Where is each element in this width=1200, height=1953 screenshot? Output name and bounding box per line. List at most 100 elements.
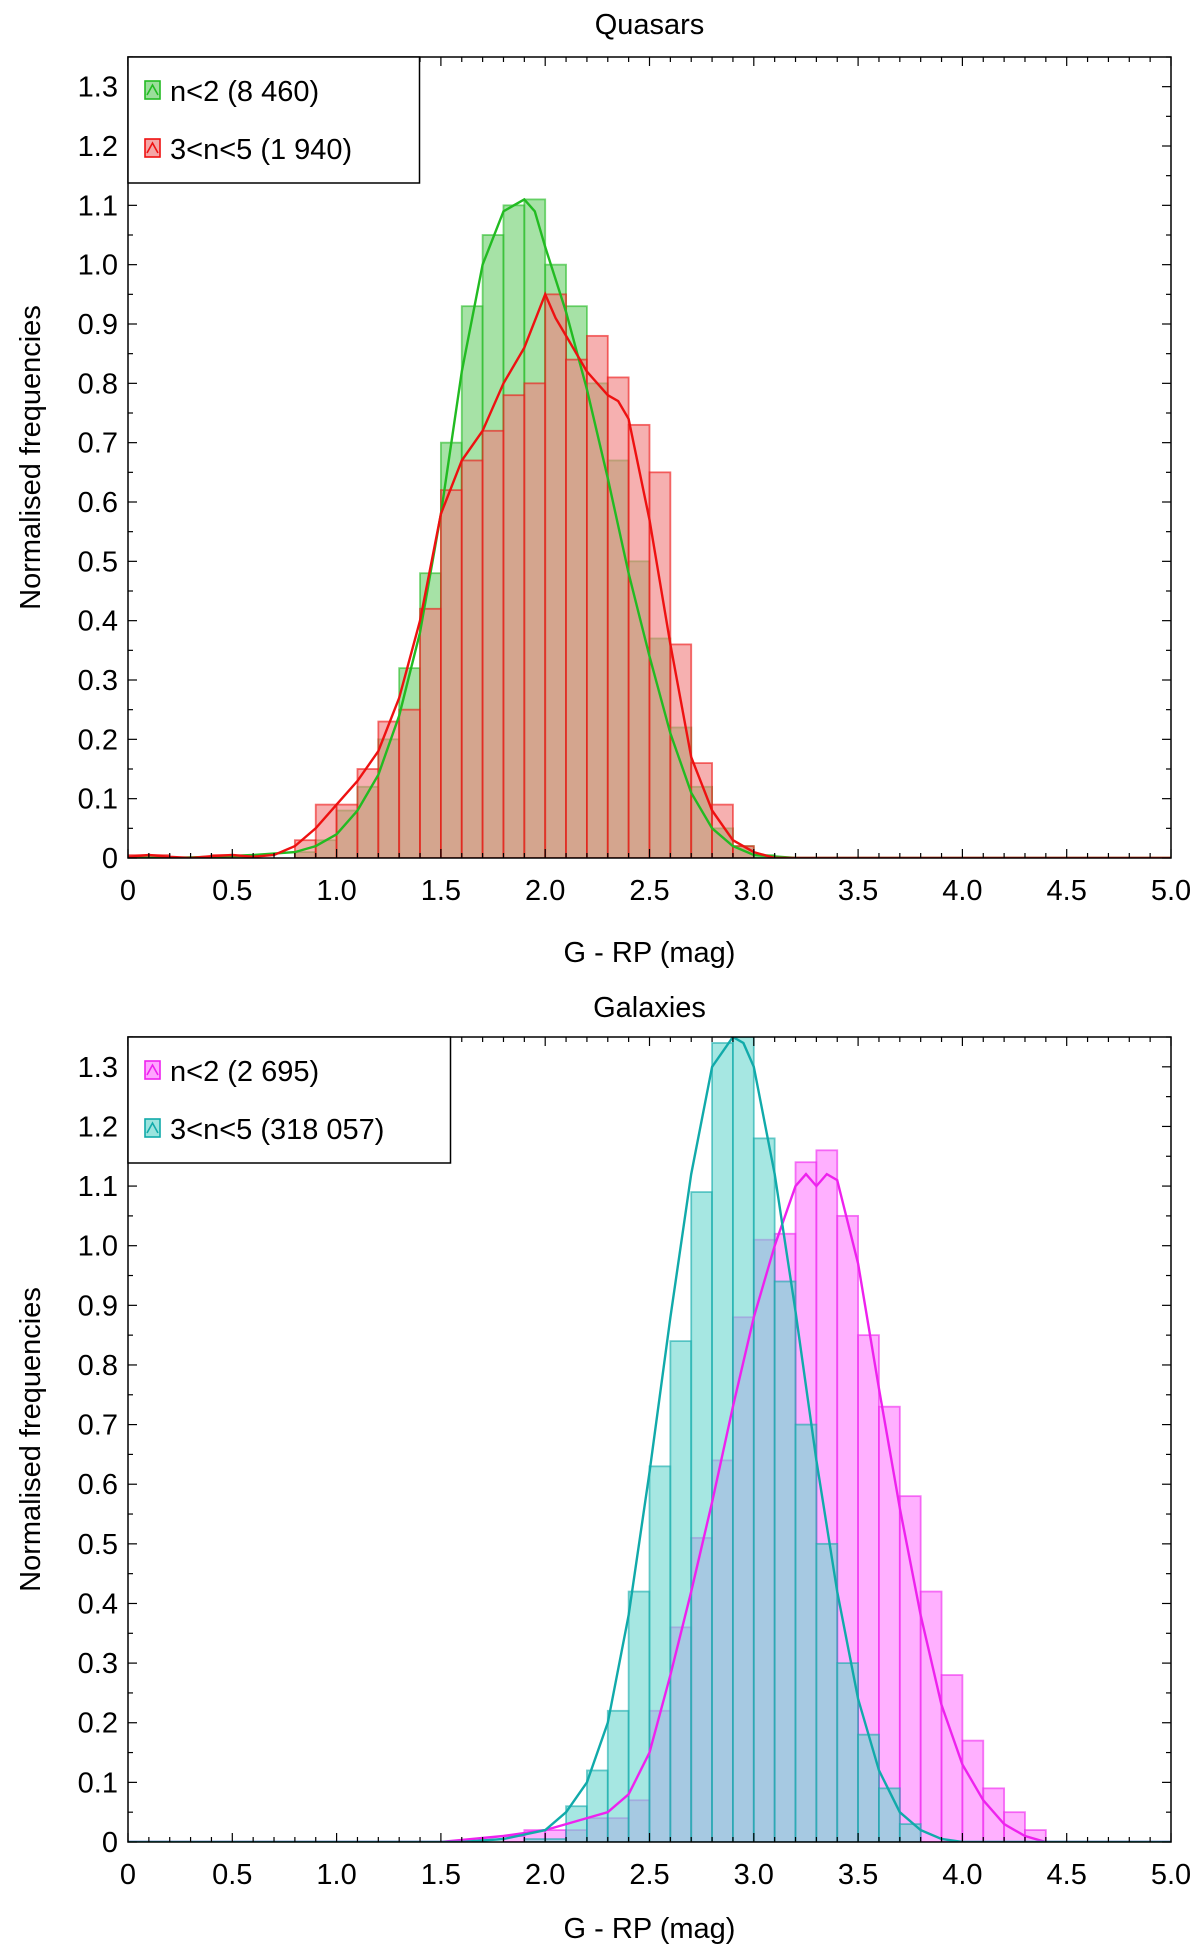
legend-box	[127, 56, 421, 184]
y-tick-label: 0.7	[78, 1410, 118, 1442]
histogram-bar	[648, 1465, 672, 1842]
y-axis: 0 0.1 0.2 0.3 0.4 0.5 0.6 0.7 0.8 0.9 1.0 1.1 1.2 1.3	[78, 56, 1171, 875]
y-tick-label: 0.6	[78, 487, 118, 519]
x-tick-label: 1.5	[421, 1859, 461, 1891]
legend-swatch	[144, 1118, 161, 1138]
series-1-density-curve	[128, 291, 1171, 858]
histogram-bar	[857, 1733, 880, 1842]
y-tick-label: 0.2	[78, 724, 118, 756]
histogram-bar	[586, 334, 609, 858]
histogram-bar	[752, 1137, 776, 1842]
y-tick-label: 0.2	[78, 1708, 118, 1740]
series-0-density-curve	[128, 197, 1171, 858]
y-tick-label: 0.1	[78, 784, 118, 816]
histogram-bar	[815, 1542, 839, 1842]
y-tick-label: 1.0	[78, 1231, 118, 1263]
x-tick-label: 3.0	[734, 875, 774, 907]
histogram-bar	[606, 1709, 630, 1842]
x-axis: 0 0.5 1.0 1.5 2.0 2.5 3.0 3.5 4.0 4.5 5.0	[120, 57, 1191, 907]
histogram-bar	[627, 1590, 651, 1842]
galaxies-panel: 0 0.5 1.0 1.5 2.0 2.5 3.0 3.5 4.0 4.5 5.0 0 0.1 0.2 0.…	[15, 992, 1191, 1945]
x-tick-label: 2.5	[629, 1859, 669, 1891]
series-1-density-curve	[128, 1037, 1171, 1842]
histogram-bar	[398, 708, 421, 858]
y-tick-label: 0.8	[78, 1350, 118, 1382]
y-tick-label: 0.1	[78, 1767, 118, 1799]
legend-line-marker	[146, 1121, 159, 1134]
x-axis-label: G - RP (mag)	[564, 937, 736, 969]
x-tick-label: 5.0	[1151, 1859, 1191, 1891]
histogram-bar	[502, 394, 526, 858]
legend: n<2 (2 695) 3<n<5 (318 057)	[127, 1036, 452, 1164]
histogram-bar	[878, 1787, 901, 1842]
y-axis-label: Normalised frequencies	[15, 1287, 47, 1592]
x-tick-label: 4.5	[1047, 875, 1087, 907]
y-tick-label: 0.5	[78, 546, 118, 578]
legend-line-marker	[146, 141, 159, 154]
x-tick-label: 2.0	[525, 1859, 565, 1891]
histogram-bar	[606, 376, 630, 858]
histogram-bar	[439, 489, 463, 858]
y-tick-label: 1.2	[78, 1111, 118, 1143]
legend-swatch	[144, 80, 161, 100]
histogram-bar	[419, 607, 442, 858]
histogram-bar	[460, 459, 484, 858]
histogram-bar	[982, 1787, 1006, 1842]
x-tick-label: 5.0	[1151, 875, 1191, 907]
histogram-bar	[314, 803, 338, 858]
y-tick-label: 1.0	[78, 250, 118, 282]
histogram-bar	[836, 1662, 859, 1842]
plot-area	[128, 1037, 1171, 1842]
histogram-bar	[711, 1042, 734, 1842]
histogram-bar	[523, 382, 547, 858]
x-tick-label: 0	[120, 1859, 136, 1891]
x-tick-label: 0.5	[212, 1859, 252, 1891]
y-tick-label: 1.2	[78, 131, 118, 163]
histogram-bar	[773, 1280, 797, 1842]
y-tick-label: 1.3	[78, 72, 118, 104]
y-axis: 0 0.1 0.2 0.3 0.4 0.5 0.6 0.7 0.8 0.9 1.0 1.1 1.2 1.3	[78, 1036, 1171, 1859]
x-tick-label: 3.5	[838, 1859, 878, 1891]
x-tick-label: 4.0	[942, 1859, 982, 1891]
legend-swatch	[144, 1060, 161, 1080]
histogram-bar	[732, 1037, 755, 1842]
x-tick-label: 1.0	[316, 1859, 356, 1891]
x-tick-label: 3.0	[734, 1859, 774, 1891]
y-tick-label: 0	[102, 1827, 118, 1859]
y-axis-label: Normalised frequencies	[15, 305, 47, 610]
histogram-bar	[481, 429, 505, 858]
x-tick-label: 2.0	[525, 875, 565, 907]
x-tick-label: 2.5	[629, 875, 669, 907]
x-tick-label: 0.5	[212, 875, 252, 907]
chart-title: Galaxies	[593, 992, 706, 1024]
legend-label: n<2 (2 695)	[170, 1056, 319, 1088]
quasars-panel: 0 0.5 1.0 1.5 2.0 2.5 3.0 3.5 4.0 4.5 5.0 0 0.1 0.2 0.…	[15, 9, 1191, 969]
y-tick-label: 0.9	[78, 1290, 118, 1322]
x-tick-label: 0	[120, 875, 136, 907]
legend-swatch	[144, 138, 161, 158]
legend-label: n<2 (8 460)	[170, 76, 319, 108]
series-1-bars	[128, 293, 755, 858]
y-tick-label: 0	[102, 843, 118, 875]
y-tick-label: 0.3	[78, 1648, 118, 1680]
y-tick-label: 0.5	[78, 1529, 118, 1561]
legend: n<2 (8 460) 3<n<5 (1 940)	[127, 56, 421, 184]
y-tick-label: 1.1	[78, 1171, 118, 1203]
x-axis: 0 0.5 1.0 1.5 2.0 2.5 3.0 3.5 4.0 4.5 5.0	[120, 1037, 1191, 1891]
y-tick-label: 0.9	[78, 309, 118, 341]
y-tick-label: 0.4	[78, 606, 118, 638]
x-tick-label: 4.5	[1047, 1859, 1087, 1891]
chart-title: Quasars	[595, 9, 705, 41]
series-0-density-curve	[128, 1172, 1171, 1842]
histogram-bar	[544, 293, 567, 858]
x-tick-label: 1.0	[316, 875, 356, 907]
legend-label: 3<n<5 (318 057)	[170, 1114, 384, 1146]
plot-area	[128, 197, 1171, 858]
y-tick-label: 1.1	[78, 190, 118, 222]
histogram-bar	[961, 1739, 985, 1842]
y-tick-label: 0.6	[78, 1469, 118, 1501]
x-axis-label: G - RP (mag)	[564, 1913, 736, 1945]
y-tick-label: 1.3	[78, 1052, 118, 1084]
y-tick-label: 0.7	[78, 428, 118, 460]
